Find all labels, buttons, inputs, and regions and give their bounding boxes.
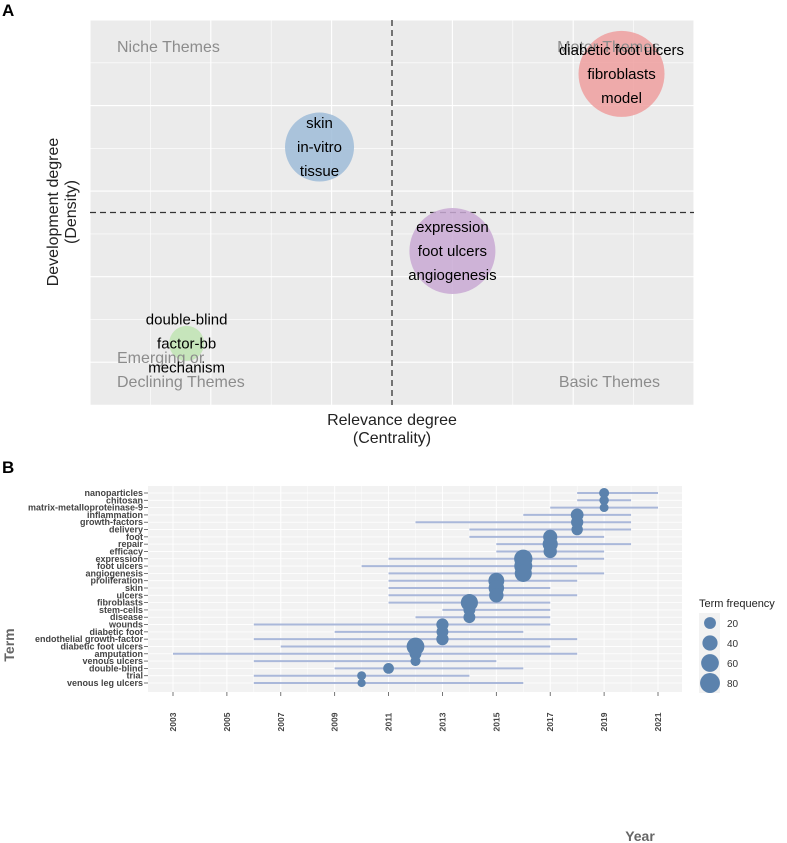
term-point xyxy=(543,544,557,559)
theme-bubble-labels: skin in-vitro tissue diabetic foot ulcers fi… xyxy=(146,42,684,376)
theme-term-label: tissue xyxy=(300,163,339,180)
term-label: delivery xyxy=(109,525,143,535)
term-point xyxy=(436,633,449,646)
term-label: disease xyxy=(110,612,143,622)
year-tick-label: 2003 xyxy=(168,712,178,731)
term-point xyxy=(410,656,421,667)
term-label: chitosan xyxy=(106,495,143,505)
theme-term-label: factor-bb xyxy=(157,335,216,352)
legend-key xyxy=(700,673,720,693)
panel-b-trend-topics: B nanoparticleschitosanmatrix-metallopro… xyxy=(1,458,775,843)
theme-term-label: mechanism xyxy=(148,359,225,376)
year-tick-label: 2013 xyxy=(437,712,447,731)
term-label: diabetic foot ulcers xyxy=(60,641,143,651)
quadrant-label-motor: Motor Themes xyxy=(557,39,660,56)
term-label: double-blind xyxy=(89,663,143,673)
legend-item-label: 60 xyxy=(727,659,739,670)
x-axis-title-line-1: Relevance degree xyxy=(327,412,457,429)
legend-key xyxy=(704,617,716,629)
theme-term-label: expression xyxy=(416,219,489,236)
term-label: ulcers xyxy=(116,590,143,600)
x-axis-title-line-2: (Centrality) xyxy=(353,430,431,447)
term-point xyxy=(599,503,609,513)
term-point xyxy=(463,611,476,624)
year-tick-labels: 2003 2005 2007 2009 2011 2013 2015 2017 2019 2021 xyxy=(168,692,663,731)
term-label: expression xyxy=(95,554,143,564)
theme-bubble-double-blind xyxy=(169,325,205,361)
legend-item-label: 40 xyxy=(727,639,739,650)
term-ranges xyxy=(173,492,658,684)
term-label: venous leg ulcers xyxy=(67,678,143,688)
term-label: wounds xyxy=(108,620,143,630)
theme-bubble-diabetic-foot-ulcers xyxy=(578,30,665,117)
term-label: nanoparticles xyxy=(84,488,143,498)
term-labels: nanoparticleschitosanmatrix-metalloprote… xyxy=(28,488,148,688)
theme-bubble-skin xyxy=(285,112,355,182)
theme-term-label: foot ulcers xyxy=(418,243,487,260)
year-tick-label: 2011 xyxy=(384,713,394,732)
y-axis-title-term: Term xyxy=(1,628,17,661)
legend-item-label: 80 xyxy=(727,679,739,690)
term-label: repair xyxy=(118,539,144,549)
y-axis-title-line-1: Development degree xyxy=(45,138,62,287)
year-tick-label: 2015 xyxy=(491,712,501,731)
y-axis-title-line-2: (Density) xyxy=(63,180,80,244)
term-point xyxy=(383,662,394,674)
year-tick-label: 2019 xyxy=(599,712,609,731)
term-point xyxy=(409,647,422,660)
theme-bubbles xyxy=(169,30,665,361)
theme-term-label: model xyxy=(601,90,642,107)
x-axis-title-year: Year xyxy=(625,828,655,843)
term-label: matrix-metalloproteinase-9 xyxy=(28,503,143,513)
term-label: diabetic foot xyxy=(90,627,144,637)
legend-key xyxy=(702,635,718,651)
term-point xyxy=(357,678,366,688)
year-tick-label: 2005 xyxy=(222,712,232,731)
theme-term-label: skin xyxy=(306,115,333,132)
term-label: foot xyxy=(126,532,143,542)
term-label: skin xyxy=(125,583,143,593)
theme-term-label: in-vitro xyxy=(297,139,342,156)
year-tick-label: 2009 xyxy=(330,712,340,731)
quadrant-label-emerging-line-2: Declining Themes xyxy=(117,374,245,391)
legend-key xyxy=(701,654,719,672)
term-label: inflammation xyxy=(87,510,143,520)
year-tick-label: 2007 xyxy=(276,712,286,731)
term-label: growth-factors xyxy=(80,517,143,527)
theme-bubble-expression xyxy=(409,208,496,294)
term-point xyxy=(357,671,367,681)
term-point xyxy=(599,487,610,499)
term-label: trial xyxy=(126,671,143,681)
term-point xyxy=(489,588,504,603)
legend-item-label: 20 xyxy=(727,619,739,630)
term-label: fibroblasts xyxy=(97,598,143,608)
panel-a-thematic-map: A Niche Themes Motor Themes Emerging or … xyxy=(2,1,695,447)
term-label: foot ulcers xyxy=(97,561,143,571)
quadrant-label-basic: Basic Themes xyxy=(559,374,660,391)
legend-title: Term frequency xyxy=(699,598,775,610)
term-point xyxy=(571,523,583,536)
term-point xyxy=(514,564,532,582)
term-label: angiogenesis xyxy=(85,568,143,578)
panel-a-label: A xyxy=(2,1,14,20)
theme-term-label: diabetic foot ulcers xyxy=(559,42,684,59)
theme-term-label: double-blind xyxy=(146,311,228,328)
term-label: endothelial growth-factor xyxy=(35,634,143,644)
term-label: proliferation xyxy=(90,576,143,586)
panel-b-label: B xyxy=(2,458,14,477)
theme-term-label: fibroblasts xyxy=(587,66,655,83)
quadrant-label-emerging-line-1: Emerging or xyxy=(117,350,205,367)
term-label: efficacy xyxy=(109,546,143,556)
theme-term-label: angiogenesis xyxy=(408,267,496,284)
year-tick-label: 2021 xyxy=(653,712,663,731)
term-label: stem-cells xyxy=(99,605,143,615)
size-legend: Term frequency 20 40 60 80 xyxy=(699,598,775,693)
term-point xyxy=(599,495,609,506)
term-label: amputation xyxy=(95,649,144,659)
term-points xyxy=(357,487,610,688)
term-label: venous ulcers xyxy=(82,656,143,666)
year-tick-label: 2017 xyxy=(545,712,555,731)
quadrant-label-niche: Niche Themes xyxy=(117,39,220,56)
